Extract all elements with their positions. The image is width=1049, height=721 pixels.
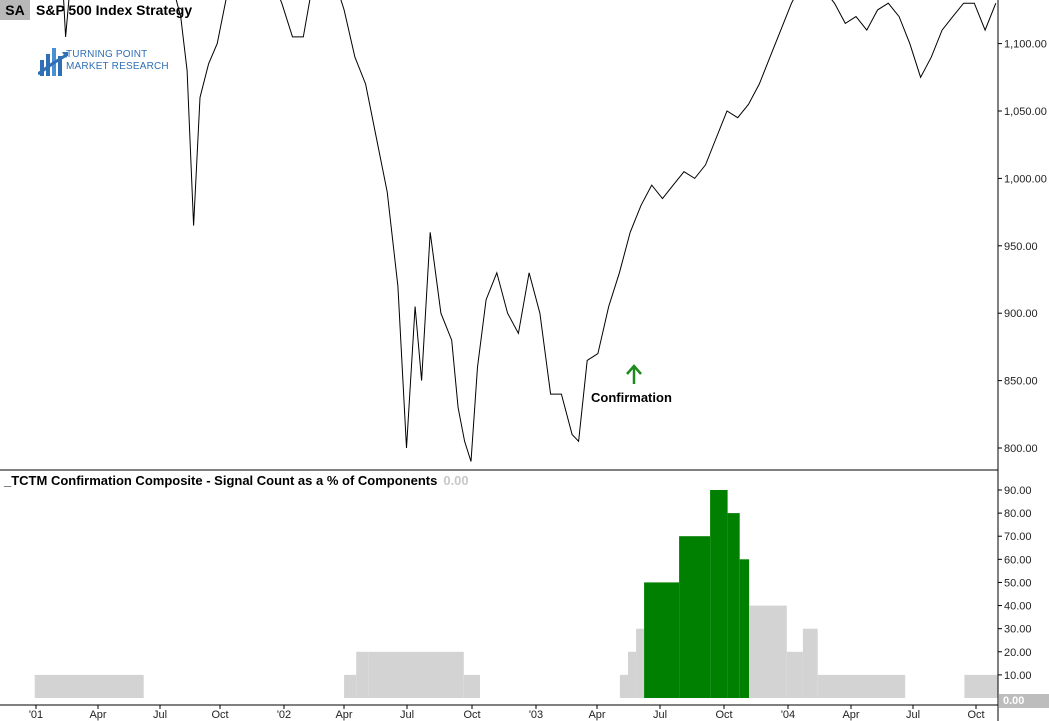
indicator-y-tick-label-4: 50.00: [1004, 577, 1032, 589]
indicator-current-value: 0.00: [443, 473, 469, 488]
x-tick-label-12: '04: [781, 709, 795, 721]
indicator-bar-2: [356, 651, 369, 698]
price-y-tick-label-12: 800.00: [1004, 443, 1038, 455]
price-series-line: [63, 0, 997, 462]
x-tick-label-5: Apr: [335, 709, 352, 721]
indicator-bar-5: [619, 674, 628, 698]
logo-line-1: TURNING POINT: [66, 49, 148, 60]
price-y-tick-label-8: 1,000.00: [1004, 173, 1047, 185]
indicator-y-tick-label-0: 90.00: [1004, 485, 1032, 497]
price-panel: [63, 0, 997, 462]
indicator-panel: [34, 490, 998, 698]
price-y-tick-label-9: 950.00: [1004, 241, 1038, 253]
logo-text: TURNING POINT MARKET RESEARCH: [66, 49, 169, 73]
indicator-bar-15: [802, 628, 818, 698]
x-tick-label-10: Jul: [653, 709, 667, 721]
price-y-tick-label-11: 850.00: [1004, 376, 1038, 388]
indicator-y-tick-label-8: 10.00: [1004, 670, 1032, 682]
indicator-bar-8: [644, 582, 680, 698]
price-y-tick-label-7: 1,050.00: [1004, 106, 1047, 118]
indicator-y-tick-label-3: 60.00: [1004, 554, 1032, 566]
indicator-bar-17: [964, 674, 998, 698]
chart-title: S&P 500 Index Strategy: [36, 2, 193, 18]
indicator-bar-0: [34, 674, 144, 698]
x-tick-label-3: Oct: [211, 709, 228, 721]
x-tick-label-6: Jul: [400, 709, 414, 721]
x-tick-label-11: Oct: [715, 709, 732, 721]
x-tick-label-1: Apr: [89, 709, 106, 721]
logo-icon: [38, 48, 68, 76]
x-tick-label-13: Apr: [842, 709, 859, 721]
indicator-title-text: _TCTM Confirmation Composite - Signal Co…: [4, 473, 438, 488]
x-tick-label-0: '01: [29, 709, 43, 721]
confirmation-arrow: [626, 364, 642, 384]
indicator-title: _TCTM Confirmation Composite - Signal Co…: [4, 472, 469, 490]
confirmation-label: Confirmation: [591, 390, 672, 405]
price-y-tick-label-10: 900.00: [1004, 308, 1038, 320]
indicator-bar-4: [463, 674, 480, 698]
logo-line-2: MARKET RESEARCH: [66, 61, 169, 72]
indicator-y-tick-label-7: 20.00: [1004, 647, 1032, 659]
indicator-bar-9: [679, 536, 710, 698]
indicator-bar-7: [636, 628, 645, 698]
indicator-last-value-badge: 0.00: [999, 694, 1049, 708]
indicator-bar-1: [344, 674, 357, 698]
indicator-bar-11: [727, 513, 740, 698]
x-tick-label-14: Jul: [906, 709, 920, 721]
x-tick-label-7: Oct: [463, 709, 480, 721]
indicator-bar-16: [817, 674, 906, 698]
x-tick-label-4: '02: [277, 709, 291, 721]
ticker-badge: SA: [0, 0, 30, 20]
x-tick-label-15: Oct: [967, 709, 984, 721]
x-tick-label-9: Apr: [588, 709, 605, 721]
arrow-head: [626, 364, 642, 375]
x-tick-label-8: '03: [529, 709, 543, 721]
indicator-y-tick-label-2: 70.00: [1004, 531, 1032, 543]
indicator-bar-6: [628, 651, 637, 698]
indicator-y-tick-label-5: 40.00: [1004, 601, 1032, 613]
x-tick-label-2: Jul: [153, 709, 167, 721]
indicator-bar-10: [710, 490, 728, 698]
price-y-tick-label-6: 1,100.00: [1004, 39, 1047, 51]
indicator-y-tick-label-6: 30.00: [1004, 624, 1032, 636]
indicator-bar-12: [739, 559, 750, 698]
indicator-bar-3: [368, 651, 464, 698]
indicator-y-tick-label-1: 80.00: [1004, 508, 1032, 520]
indicator-bar-13: [749, 605, 787, 698]
indicator-bar-14: [786, 651, 803, 698]
